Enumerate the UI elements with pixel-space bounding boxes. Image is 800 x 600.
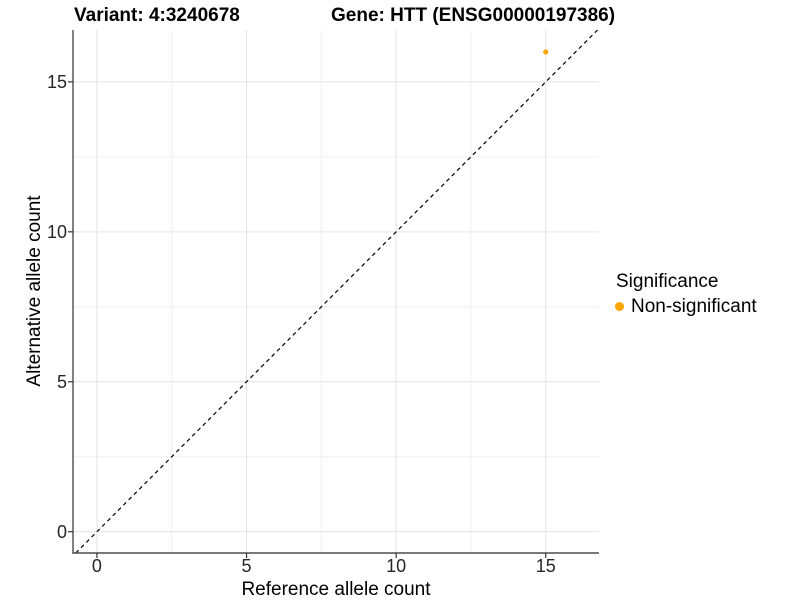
data-point [543,49,549,55]
identity-dashed-line [75,29,598,554]
legend-point-icon [615,302,624,311]
y-tick-label: 5 [56,371,67,392]
plot-title-gene: Gene: HTT (ENSG00000197386) [331,5,616,26]
x-tick-label: 15 [535,556,556,576]
x-axis-title: Reference allele count [241,579,431,600]
legend-title: Significance [616,271,719,292]
x-tick-label: 10 [386,556,407,576]
y-tick-label: 10 [46,221,67,242]
legend: Significance Non-significant [615,271,757,317]
legend-item-label: Non-significant [631,296,757,317]
legend-item: Non-significant [615,296,757,317]
plot-title-variant: Variant: 4:3240678 [74,5,240,26]
y-tick-label: 0 [56,521,67,542]
y-tick-label: 15 [46,71,67,92]
x-tick-label: 5 [241,556,252,576]
x-tick-label: 0 [91,556,102,576]
